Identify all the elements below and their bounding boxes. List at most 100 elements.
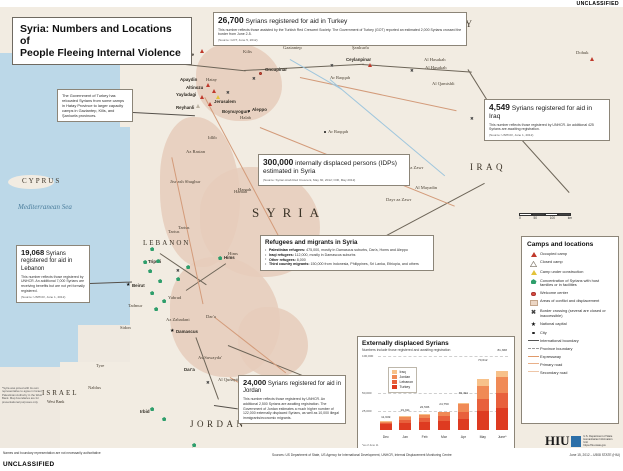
refugee-item-label: Iraqi refugees: (269, 252, 294, 257)
concentration-symbol-lebanon-1[interactable] (150, 247, 155, 251)
gridline-100000 (378, 355, 508, 357)
chart-legend-item-turkey: Turkey (392, 385, 413, 390)
list-item: Other refugees: 8,000 (265, 257, 429, 263)
concentration-symbol-jordan-1[interactable] (150, 407, 155, 411)
map-canvas[interactable]: SYRIA TURKEY IRAQ LEBANON JORDAN ISRAEL … (0, 7, 623, 448)
concentration-symbol-tripoli[interactable] (143, 260, 148, 264)
province-label-assuwayda: Al Qunaytirah (218, 377, 245, 382)
legend-label: Province boundary (540, 346, 573, 352)
map-disclaimer: *Syria was joined with its own represent… (2, 386, 43, 404)
bar-seg-lebanon (418, 418, 431, 423)
province-label-gaziantep: Gaziantep (283, 45, 302, 50)
legend-label: Primary road (540, 361, 563, 367)
legend-item-city: City (527, 331, 613, 336)
concentration-symbol-lebanon-6[interactable] (162, 299, 167, 303)
city-label-kirikhan: Boynuyogun (222, 109, 249, 114)
concentration-symbol-lebanon-7[interactable] (154, 307, 159, 311)
hiu-logo-square (570, 435, 582, 447)
border-crossing-hatay[interactable]: ✖ (226, 90, 230, 95)
bar-column-jan[interactable]: 19,311 (399, 355, 411, 430)
callout-turkey-relocation: The Government of Turkey has relocated S… (57, 89, 133, 122)
city-label-azzabadani: Az Zabadani (166, 317, 190, 322)
bar-total-label: 19,311 (400, 407, 410, 412)
border-crossing-lebanon[interactable]: ✖ (176, 268, 180, 273)
hiu-logo-line1: U.S. Department of State (583, 435, 613, 438)
camp-symbol-dohuk[interactable] (590, 57, 594, 61)
callout-jordan-head: 24,000 Syrians registered for aid in Jor… (243, 379, 341, 396)
country-label-cyprus-island: CYPRUS (22, 177, 62, 185)
hiu-logo-text: U.S. Department of State Humanitarian In… (583, 435, 617, 447)
border-crossing-kilis[interactable]: ✖ (252, 76, 256, 81)
primary-road-icon (527, 363, 540, 365)
xtick-label: Mar (441, 434, 447, 439)
concentration-symbol-hims[interactable] (218, 256, 223, 260)
bar-column-feb[interactable]: 22,506 (418, 355, 431, 430)
bar-column-june[interactable]: 81,368 (496, 348, 508, 430)
camp-symbol-hatay-4[interactable] (208, 102, 212, 106)
camp-symbol-islahiye[interactable] (200, 49, 204, 53)
scale-bar-labels: 0 50 100 km (519, 216, 572, 220)
city-label-alqamishli: Al Qamishli (432, 81, 455, 86)
xtick-label: June* (497, 434, 507, 439)
concentration-symbol-lebanon-4[interactable] (158, 279, 163, 283)
scale-block-4 (558, 213, 571, 216)
closed-camp-icon (527, 260, 540, 267)
city-label-ceylanpinar: Ceylanpinar (346, 57, 372, 62)
camp-symbol-ceylanpinar[interactable] (368, 63, 372, 67)
border-crossing-northeast[interactable]: ✖ (410, 68, 414, 73)
scale-tick-100: 100 (549, 216, 556, 221)
concentration-symbol-amman[interactable] (192, 443, 197, 447)
concentration-symbol-lebanon-2[interactable] (156, 259, 161, 263)
chart-legend-item-lebanon: Lebanon (392, 379, 413, 384)
legend-label: Welcome center (540, 290, 569, 296)
bar-column-may[interactable]: 70,612 (477, 355, 489, 430)
concentration-symbol-lebanon-3[interactable] (148, 269, 153, 273)
camp-symbol-hatay-2[interactable] (212, 89, 216, 93)
refugee-item-label: Palestinian refugees: (269, 248, 306, 252)
callout-iraq-head: 4,549 Syrians registered for aid in Iraq (489, 103, 605, 121)
legend-item-expressway: Expressway (527, 354, 613, 360)
chart-legend-label: Turkey (399, 385, 411, 390)
city-label-latakia: Jisr ash Shughur (170, 179, 201, 184)
legend-label: International boundary (540, 338, 579, 344)
bar-seg-iraq (457, 403, 470, 405)
border-crossing-jordan[interactable]: ✖ (206, 380, 210, 385)
bar-column-dec[interactable]: 11,649 (380, 355, 392, 430)
camp-symbol-hatay-3[interactable] (200, 95, 204, 99)
concentration-symbol-jordan-2[interactable] (162, 417, 167, 421)
camp-symbol-hatay-1[interactable] (206, 83, 210, 87)
concentration-symbol-lebanon-5[interactable] (150, 291, 155, 295)
bar-seg-turkey (380, 423, 392, 430)
legend-label: Occupied camp (540, 250, 568, 256)
bar-column-mar[interactable]: 24,750 (438, 355, 450, 430)
city-label-reyhanli: Jerusalem (214, 99, 236, 104)
hiu-logo-line2: Humanitarian Information Unit (583, 438, 613, 444)
bar-seg-lebanon (438, 416, 450, 422)
welcome-center-oncupinar[interactable] (259, 72, 263, 76)
legend-item-conflict-area: Areas of conflict and displacement (527, 299, 613, 306)
capital-star-damascus: ★ (170, 328, 175, 334)
legend-label: Areas of conflict and displacement (540, 298, 600, 304)
bar-column-apr[interactable]: 35,491 (457, 355, 470, 430)
city-label-beirut: Beirut (132, 283, 145, 288)
xtick-label: Jan (402, 434, 408, 439)
city-label-arraqqah-city: Ar Raqqah (328, 129, 349, 134)
concentration-symbol-syria-2[interactable] (176, 277, 181, 281)
camp-under-construction-hatay[interactable] (216, 95, 220, 99)
legend-title: Camps and locations (527, 241, 594, 248)
province-label-dimashq: Dar'a (206, 314, 216, 319)
concentration-symbol-syria-1[interactable] (186, 265, 191, 269)
callout-turkey-head: 26,700 Syrians registered for aid in Tur… (218, 16, 462, 26)
footer-sources: Sources: US Department of State, US Agen… (272, 453, 452, 457)
border-crossing-north[interactable]: ✖ (330, 63, 334, 68)
callout-turkey-headline: Syrians registered for aid in Turkey (245, 18, 348, 25)
bar-seg-jordan (496, 376, 508, 394)
capital-star-beirut: ★ (126, 282, 131, 288)
city-label-aleppo: Aleppo (252, 107, 267, 112)
ytick-label-50000: 50,000 (362, 390, 372, 395)
closed-camp-hatay[interactable] (196, 104, 200, 108)
bar-seg-iraq (477, 378, 489, 387)
bar-seg-jordan (438, 412, 450, 417)
border-crossing-east[interactable]: ✖ (470, 116, 474, 121)
legend-label: National capital (540, 320, 567, 326)
